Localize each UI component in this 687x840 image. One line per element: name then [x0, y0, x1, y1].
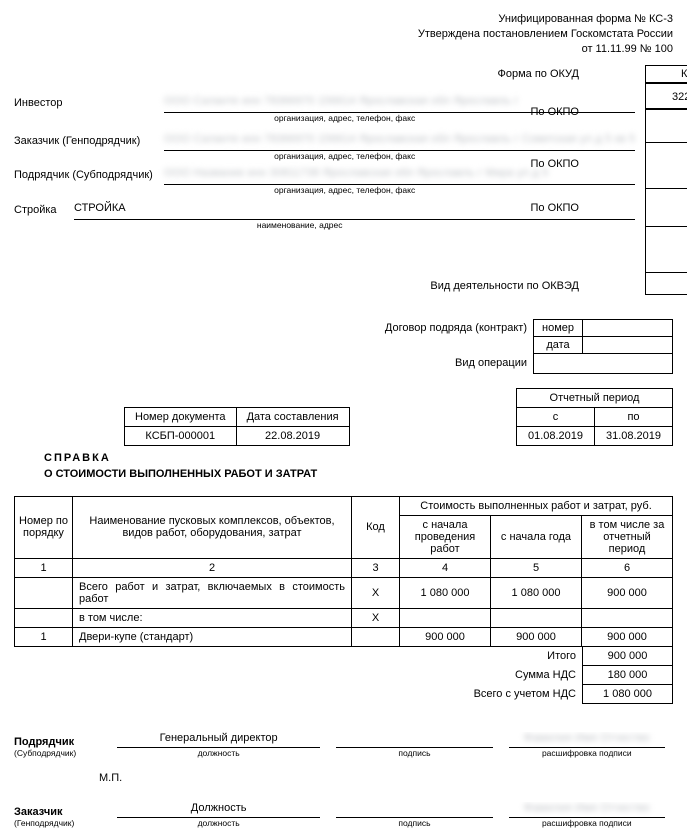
nds-value: 180 000: [582, 666, 673, 685]
construction-code: [645, 227, 687, 273]
sign-zak-name: Фамилия Имя Отчество: [509, 802, 665, 818]
investor-caption: организация, адрес, телефон, факс: [164, 113, 525, 123]
col-n5: 5: [491, 558, 582, 577]
sign-zak-label: Заказчик: [14, 806, 109, 818]
doc-date: 22.08.2019: [236, 426, 349, 445]
okpo-label-2: По ОКПО: [530, 158, 579, 170]
customer-label: Заказчик (Генподрядчик): [14, 135, 164, 151]
sign-zak-signature: [336, 802, 492, 818]
col-group: Стоимость выполненных работ и затрат, ру…: [400, 496, 673, 515]
col-n2: 2: [73, 558, 352, 577]
col-h3: Код: [352, 496, 400, 558]
sign-zak-sub: (Генподрядчик): [14, 818, 109, 828]
period-from: 01.08.2019: [517, 426, 595, 445]
sign-caption-name: расшифровка подписи: [509, 748, 665, 758]
nds-label: Сумма НДС: [14, 666, 582, 685]
vsego-label: Всего с учетом НДС: [14, 685, 582, 704]
table-row-total: Всего работ и затрат, включаемых в стоим…: [15, 577, 673, 608]
okpo-label-1: По ОКПО: [530, 106, 579, 118]
okved-code: [645, 273, 687, 295]
okpo-label-3: По ОКПО: [530, 202, 579, 214]
header-line3: от 11.11.99 № 100: [14, 42, 673, 57]
period-table: Отчетный период с по 01.08.2019 31.08.20…: [516, 388, 673, 446]
okpo-contractor: [645, 189, 687, 227]
sign-podryad-label: Подрядчик: [14, 736, 109, 748]
contractor-caption: организация, адрес, телефон, факс: [164, 185, 525, 195]
contractor-label: Подрядчик (Субподрядчик): [14, 169, 164, 185]
col-h2: Наименование пусковых комплексов, объект…: [73, 496, 352, 558]
contract-number-value: [583, 319, 673, 337]
doc-number: КСБП-000001: [125, 426, 237, 445]
sign-caption-signature-2: подпись: [336, 818, 492, 828]
main-table: Номер по порядку Наименование пусковых к…: [14, 496, 673, 647]
sign-podryad-sub: (Субподрядчик): [14, 748, 109, 758]
col-h6: в том числе за отчетный период: [582, 515, 673, 558]
itogo-value: 900 000: [582, 647, 673, 666]
okud-label: Форма по ОКУД: [498, 68, 580, 80]
contract-number-label: номер: [533, 319, 583, 337]
investor-label: Инвестор: [14, 97, 164, 113]
okpo-investor: [645, 109, 687, 143]
col-n4: 4: [400, 558, 491, 577]
period-to-label: по: [595, 407, 673, 426]
doc-date-head: Дата составления: [236, 407, 349, 426]
table-row-incl: в том числе: Х: [15, 608, 673, 627]
construction-caption: наименование, адрес: [74, 220, 525, 230]
col-h1: Номер по порядку: [15, 496, 73, 558]
operation-type-value: [533, 354, 673, 374]
vsego-value: 1 080 000: [582, 685, 673, 704]
code-head: Код: [645, 65, 687, 83]
customer-value: ООО Саланте инн 78366970 156614 Ярославс…: [164, 133, 635, 151]
operation-type-label: Вид операции: [14, 354, 533, 374]
col-n6: 6: [582, 558, 673, 577]
header-line2: Утверждена постановлением Госкомстата Ро…: [14, 27, 673, 42]
sign-podryad-signature: [336, 732, 492, 748]
col-h4: с начала проведения работ: [400, 515, 491, 558]
header-line1: Унифицированная форма № КС-3: [14, 12, 673, 27]
period-head: Отчетный период: [517, 388, 673, 407]
sign-zak-position: Должность: [117, 802, 320, 818]
sign-caption-signature: подпись: [336, 748, 492, 758]
title-main: СПРАВКА: [44, 452, 111, 464]
period-to: 31.08.2019: [595, 426, 673, 445]
sign-caption-name-2: расшифровка подписи: [509, 818, 665, 828]
sign-podryad-position: Генеральный директор: [117, 732, 320, 748]
doc-number-head: Номер документа: [125, 407, 237, 426]
title-sub: О СТОИМОСТИ ВЫПОЛНЕННЫХ РАБОТ И ЗАТРАТ: [44, 468, 673, 480]
construction-label: Стройка: [14, 204, 74, 220]
customer-caption: организация, адрес, телефон, факс: [164, 151, 525, 161]
form-header: Унифицированная форма № КС-3 Утверждена …: [14, 12, 673, 57]
period-from-label: с: [517, 407, 595, 426]
itogo-label: Итого: [14, 647, 582, 666]
okved-label: Вид деятельности по ОКВЭД: [430, 280, 579, 292]
contract-date-label: дата: [533, 337, 583, 354]
col-n3: 3: [352, 558, 400, 577]
sign-podryad-name: Фамилия Имя Отчество: [509, 732, 665, 748]
okud-code: 322005: [645, 83, 687, 109]
col-h5: с начала года: [491, 515, 582, 558]
col-n1: 1: [15, 558, 73, 577]
doc-meta-table: Номер документа Дата составления КСБП-00…: [124, 407, 350, 446]
contract-label: Договор подряда (контракт): [14, 319, 533, 337]
sign-caption-position: должность: [117, 748, 320, 758]
contract-date-value: [583, 337, 673, 354]
codes-column: Код 322005: [645, 65, 687, 295]
okpo-customer: [645, 143, 687, 189]
table-row: 1 Двери-купе (стандарт) 900 000 900 000 …: [15, 627, 673, 646]
sign-caption-position-2: должность: [117, 818, 320, 828]
